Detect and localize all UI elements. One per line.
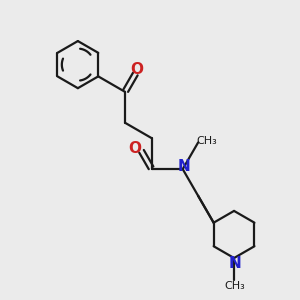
Text: O: O [130,62,143,77]
Text: O: O [128,141,141,156]
Text: N: N [177,159,190,174]
Text: CH₃: CH₃ [196,136,218,146]
Text: CH₃: CH₃ [224,281,245,291]
Text: N: N [228,256,241,271]
